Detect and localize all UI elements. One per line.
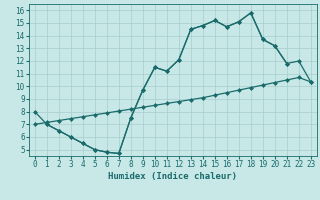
X-axis label: Humidex (Indice chaleur): Humidex (Indice chaleur): [108, 172, 237, 181]
